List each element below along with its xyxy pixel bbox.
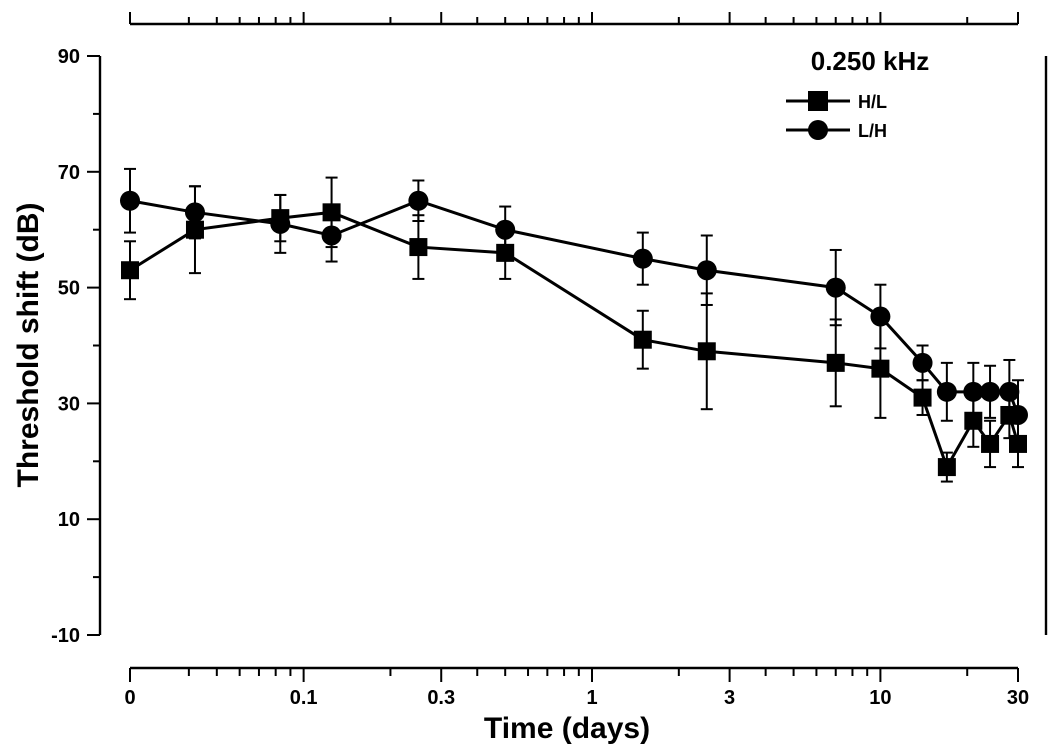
data-point-circle <box>270 213 291 234</box>
data-point-circle <box>912 352 933 373</box>
data-point-circle <box>696 260 717 281</box>
legend-item-h-l: H/L <box>786 91 887 112</box>
legend-label-h-l: H/L <box>858 92 887 112</box>
data-point-square <box>633 330 652 349</box>
series-line <box>129 210 1020 471</box>
ticks: 90 70 50 30 10 -10 0 0.1 0.3 1 3 10 30 <box>51 12 1029 709</box>
data-point-square <box>121 261 139 280</box>
x-tick-label: 30 <box>1007 687 1029 709</box>
x-tick-label: 0 <box>124 687 135 709</box>
legend: H/L L/H <box>786 91 887 141</box>
data-point-square <box>871 359 890 378</box>
legend-circle-marker <box>808 120 828 140</box>
data-point-square <box>409 238 428 257</box>
data-point-circle <box>495 219 516 240</box>
data-point-circle <box>1008 404 1028 425</box>
data-point-circle <box>825 277 846 298</box>
x-tick-label: 0.3 <box>427 687 455 709</box>
x-tick-label: 1 <box>586 687 597 709</box>
legend-label-l-h: L/H <box>858 121 887 141</box>
data-point-circle <box>870 306 891 327</box>
data-point-circle <box>408 190 429 211</box>
y-axis-label: Threshold shift (dB) <box>12 203 45 488</box>
axes <box>98 22 1048 670</box>
x-tick-label: 0.1 <box>290 687 318 709</box>
y-tick-label: 30 <box>58 393 80 415</box>
x-tick-label: 10 <box>869 687 891 709</box>
x-tick-label: 3 <box>724 687 735 709</box>
data-point-circle <box>980 381 1001 402</box>
legend-item-l-h: L/H <box>786 120 887 141</box>
data-point-square <box>913 388 932 407</box>
y-tick-label: 70 <box>58 162 80 184</box>
y-tick-label: -10 <box>51 625 80 647</box>
y-tick-label: 10 <box>58 509 80 531</box>
data-point-square <box>937 458 956 477</box>
series-layer <box>120 167 1028 483</box>
legend-square-marker <box>808 91 828 111</box>
data-point-square <box>826 353 845 372</box>
series-l-h <box>120 167 1028 451</box>
chart-title: 0.250 kHz <box>811 46 930 76</box>
data-point-square <box>981 434 1000 453</box>
data-point-circle <box>936 381 957 402</box>
x-axis-label: Time (days) <box>484 712 650 745</box>
data-point-circle <box>963 381 984 402</box>
data-point-square <box>697 342 716 361</box>
data-point-circle <box>321 225 342 246</box>
y-tick-label: 50 <box>58 278 80 300</box>
data-point-circle <box>632 248 653 269</box>
y-tick-label: 90 <box>58 46 80 68</box>
data-point-circle <box>999 381 1020 402</box>
data-point-circle <box>184 202 205 223</box>
data-point-circle <box>120 190 140 211</box>
